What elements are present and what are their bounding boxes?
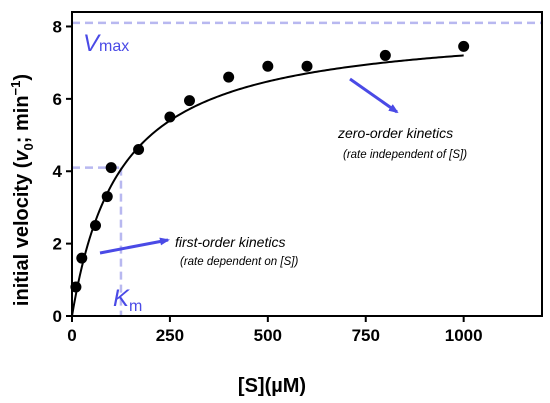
first-order-arrow [99,237,170,255]
data-point [133,144,145,156]
plot-frame [71,11,543,317]
data-point [301,60,313,72]
y-axis-title: initial velocity (v0; min−1) [8,74,36,306]
svg-text:initial velocity (v0; min−1): initial velocity (v0; min−1) [8,74,36,306]
x-tick-label: 750 [352,326,380,345]
x-tick-label: 500 [254,326,282,345]
vmax-label-sub: max [99,38,129,55]
y-axis-title-sub: 0 [21,143,36,150]
km-label-main: K [113,285,130,312]
data-point [458,40,470,52]
first-order-subtitle: (rate dependent on [S]) [180,256,298,268]
vmax-label-main: V [83,30,101,57]
km-label-sub: m [129,298,142,315]
x-axis-title: [S](µM) [238,375,306,397]
first-order-title: first-order kinetics [175,234,285,250]
x-tick-label: 0 [67,326,76,345]
y-axis-title-prefix: initial velocity ( [11,161,33,306]
y-tick-label: 0 [53,307,62,326]
vmax-label: Vmax [83,30,129,57]
y-axis-title-v: v [11,149,33,162]
x-tick-label: 1000 [445,326,483,345]
data-point [101,191,113,203]
data-point [223,71,235,83]
data-point [262,60,274,72]
y-axis-title-sup: −1 [8,81,23,96]
y-tick-label: 2 [53,235,62,254]
axes: 0 250 500 750 1000 0 2 4 6 8 [53,11,543,345]
fit-curve [71,54,464,317]
data-point [164,111,176,123]
data-point [105,162,117,174]
y-tick-label: 6 [53,90,62,109]
zero-order-arrow [349,77,399,114]
data-point [379,49,391,61]
data-point [184,95,195,107]
km-label: Km [113,285,142,315]
y-tick-label: 4 [53,162,63,181]
x-tick-label: 250 [156,326,184,345]
zero-order-subtitle: (rate independent of [S]) [343,149,467,161]
data-point [70,281,82,293]
data-points [70,40,470,293]
data-point [90,220,101,232]
y-tick-label: 8 [53,17,62,36]
fit-curve-group [71,54,464,317]
y-axis-title-suffix: ; min [11,95,33,143]
y-axis-title-close: ) [11,74,33,81]
zero-order-title: zero-order kinetics [337,125,453,141]
data-point [76,252,88,264]
